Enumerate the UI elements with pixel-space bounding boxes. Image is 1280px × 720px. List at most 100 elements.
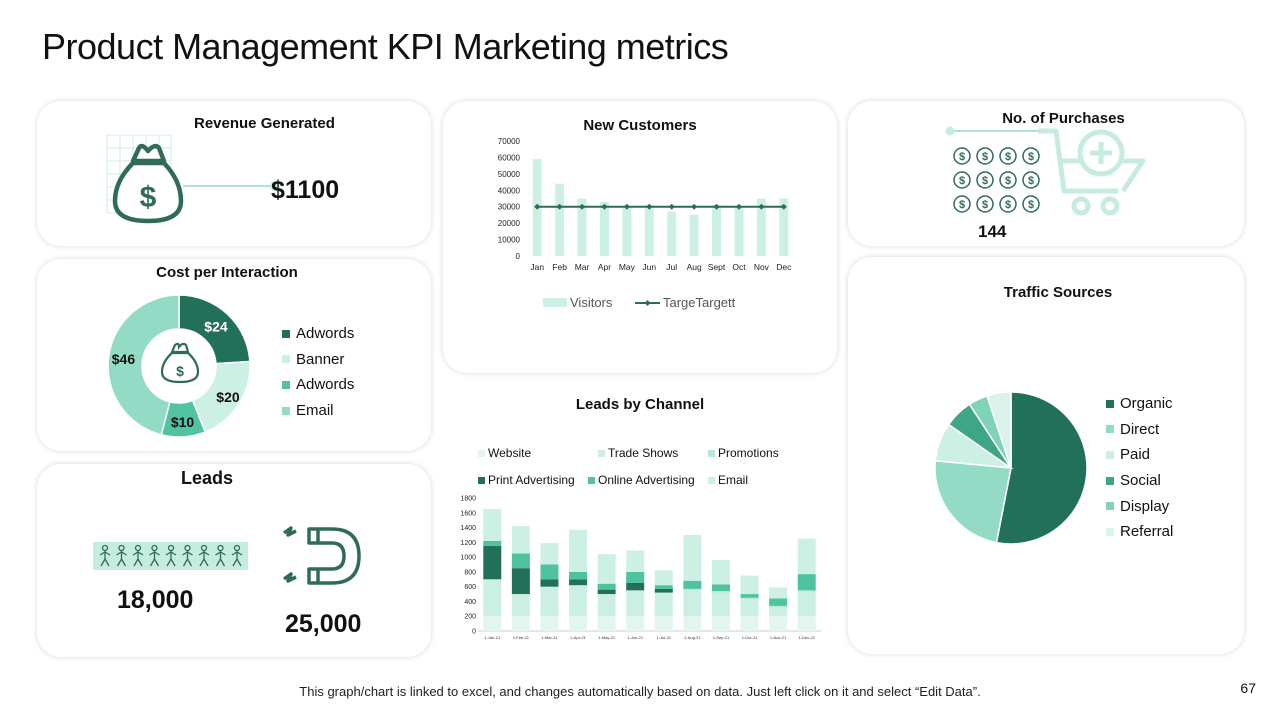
stack-segment-email	[569, 529, 588, 572]
stack-segment-promotions	[711, 591, 730, 593]
stack-segment-online-advertising	[569, 571, 588, 580]
person-icon	[165, 544, 177, 567]
coin-icon: $	[976, 195, 994, 213]
legend-label: Direct	[1120, 420, 1160, 438]
x-tick-label: Mar	[575, 262, 590, 272]
purchases-value: 144	[978, 222, 1007, 241]
coin-icon: $	[999, 195, 1017, 213]
svg-text:$: $	[959, 151, 965, 163]
leads-channel-legend-item: Website	[478, 446, 531, 460]
y-tick-label: 0	[472, 629, 476, 636]
stack-segment-email	[654, 570, 673, 586]
visitors-bar	[756, 198, 766, 256]
y-tick-label: 1600	[460, 510, 476, 517]
stack-segment-print-advertising	[540, 579, 559, 587]
coin-icon: $	[953, 147, 971, 165]
leads-channel-legend-item: Online Advertising	[588, 473, 695, 487]
stack-segment-trade-shows	[654, 592, 673, 617]
stack-segment-online-advertising	[626, 571, 645, 583]
legend-label: Display	[1120, 497, 1170, 515]
leads-channel-chart: 0 200 400 600 800 1000 1200 1400 1600 1800 1-Jan-2…	[460, 496, 821, 640]
cpi-legend-item: Banner	[282, 347, 354, 373]
svg-text:$: $	[982, 151, 988, 163]
stack-segment-website	[483, 616, 502, 631]
stack-segment-website	[597, 616, 616, 631]
legend-swatch-visitors	[543, 298, 567, 307]
y-tick-label: 40000	[498, 186, 521, 195]
target-marker	[534, 203, 541, 210]
svg-text:$: $	[1005, 151, 1011, 163]
y-tick-label: 50000	[498, 170, 521, 179]
visitors-bar	[667, 211, 677, 256]
target-marker	[691, 203, 698, 210]
footer-note: This graph/chart is linked to excel, and…	[299, 684, 981, 699]
legend-swatch	[1106, 399, 1114, 408]
magnet-icon	[282, 526, 361, 585]
legend-swatch	[598, 449, 605, 457]
shopping-cart-icon: $ $ $ $ $ $ $ $ $ $ $ $	[945, 126, 1146, 216]
x-tick-label: 1-Jan-21	[484, 635, 501, 640]
legend-swatch	[282, 355, 290, 364]
cpi-legend-item: Adwords	[282, 321, 354, 347]
stack-segment-email	[483, 509, 502, 541]
legend-swatch	[708, 476, 715, 484]
visitors-bar	[622, 206, 632, 256]
legend-label: Adwords	[296, 325, 355, 343]
cpi-donut-chart: $24 $20 $10 $46 $	[107, 294, 251, 438]
traffic-legend-item: Display	[1106, 493, 1173, 519]
new-customers-title: New Customers	[583, 117, 697, 134]
dollar-glyph: $	[176, 363, 184, 379]
coin-icon: $	[1022, 171, 1040, 189]
stack-segment-online-advertising	[769, 598, 788, 606]
stack-segment-online-advertising	[654, 585, 673, 589]
svg-text:$: $	[1005, 199, 1011, 211]
legend-label: Online Advertising	[598, 473, 695, 487]
stack-segment-online-advertising	[740, 594, 759, 598]
cpi-legend-item: Email	[282, 398, 354, 424]
leads-channel-legend-item: Print Advertising	[478, 473, 575, 487]
leads-value-1: 18,000	[117, 586, 194, 614]
y-tick-label: 1000	[460, 555, 476, 562]
stack-segment-online-advertising	[797, 574, 816, 591]
y-tick-label: 60000	[498, 153, 521, 162]
target-marker	[646, 203, 653, 210]
x-tick-label: 1-May-21	[598, 635, 616, 640]
leads-channel-legend-item: Trade Shows	[598, 446, 678, 460]
cpi-legend: Adwords Banner Adwords Email	[282, 321, 354, 423]
stack-segment-website	[683, 616, 702, 631]
money-bag-icon	[160, 342, 200, 384]
stack-segment-online-advertising	[511, 553, 530, 569]
x-tick-label: Jul	[666, 262, 677, 272]
stack-segment-website	[511, 616, 530, 631]
stack-segment-email	[711, 560, 730, 585]
coin-icon: $	[1022, 147, 1040, 165]
legend-swatch	[1106, 476, 1114, 485]
stack-segment-print-advertising	[597, 589, 616, 595]
y-tick-label: 10000	[498, 236, 521, 245]
legend-label: Paid	[1120, 446, 1151, 464]
svg-text:$: $	[140, 181, 157, 214]
stack-segment-trade-shows	[683, 590, 702, 617]
new-customers-card: New Customers 0 10000 20000 30000 40000 50000…	[443, 101, 837, 373]
legend-label: Promotions	[718, 446, 779, 460]
stack-segment-online-advertising	[711, 584, 730, 592]
target-marker	[601, 203, 608, 210]
traffic-legend-item: Referral	[1106, 519, 1173, 545]
person-icon	[132, 544, 144, 567]
stack-segment-website	[540, 616, 559, 631]
donut-value-label: $20	[216, 389, 240, 405]
new-customers-chart: 0 10000 20000 30000 40000 50000 60000 70000 Jan F…	[498, 137, 792, 310]
stack-segment-promotions	[797, 590, 816, 592]
x-tick-label: 1-Oct-21	[742, 635, 758, 640]
legend-label: Email	[718, 473, 749, 487]
y-tick-label: 30000	[498, 203, 521, 212]
person-icon	[231, 544, 243, 567]
stack-segment-email	[597, 554, 616, 584]
x-tick-label: Apr	[598, 262, 611, 272]
legend-label: Trade Shows	[608, 446, 679, 460]
x-tick-label: May	[619, 262, 636, 272]
traffic-legend-item: Organic	[1106, 391, 1173, 417]
legend-swatch	[1106, 425, 1114, 434]
x-tick-label: 1-Dec-21	[798, 635, 815, 640]
svg-text:$: $	[1028, 151, 1034, 163]
